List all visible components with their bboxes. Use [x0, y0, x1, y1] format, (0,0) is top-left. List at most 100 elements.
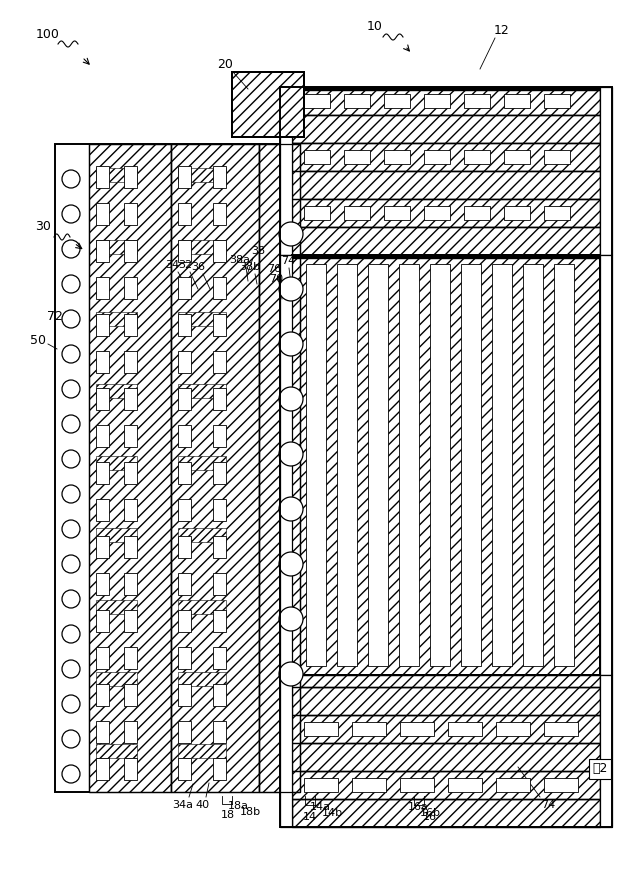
Circle shape: [279, 497, 303, 521]
Bar: [178, 166, 191, 188]
Circle shape: [62, 695, 80, 713]
Text: 20: 20: [217, 59, 233, 71]
Bar: [292, 115, 600, 143]
Circle shape: [62, 380, 80, 398]
Bar: [496, 722, 530, 736]
Bar: [492, 264, 512, 666]
Bar: [171, 144, 259, 792]
Bar: [178, 536, 191, 558]
Text: 34: 34: [165, 260, 179, 270]
Circle shape: [279, 662, 303, 686]
Bar: [464, 206, 490, 220]
Bar: [96, 758, 109, 780]
Bar: [89, 144, 171, 792]
Bar: [178, 721, 191, 743]
Bar: [600, 255, 612, 675]
Bar: [96, 314, 109, 336]
Text: 14a: 14a: [310, 802, 330, 812]
Bar: [96, 425, 109, 447]
Bar: [448, 778, 482, 792]
Text: 36: 36: [191, 262, 205, 272]
Bar: [337, 264, 357, 666]
Bar: [96, 312, 137, 326]
Bar: [124, 425, 137, 447]
Text: 18b: 18b: [239, 807, 260, 817]
Bar: [96, 351, 109, 373]
Bar: [280, 255, 292, 675]
Bar: [292, 771, 600, 799]
Bar: [178, 312, 226, 326]
Bar: [232, 72, 304, 137]
Bar: [292, 799, 600, 827]
Bar: [124, 721, 137, 743]
Bar: [213, 610, 226, 632]
Bar: [124, 351, 137, 373]
Bar: [292, 87, 600, 115]
Circle shape: [62, 415, 80, 433]
Circle shape: [279, 332, 303, 356]
Circle shape: [62, 730, 80, 748]
Circle shape: [62, 310, 80, 328]
Bar: [213, 166, 226, 188]
Bar: [292, 115, 600, 143]
Bar: [523, 264, 543, 666]
Bar: [178, 351, 191, 373]
Bar: [178, 462, 191, 484]
Text: 72: 72: [47, 309, 63, 323]
Bar: [96, 462, 109, 484]
Bar: [213, 462, 226, 484]
Bar: [259, 144, 300, 792]
Text: 10: 10: [367, 20, 383, 34]
Bar: [96, 168, 137, 182]
Bar: [178, 314, 191, 336]
Bar: [292, 143, 600, 171]
Text: 12: 12: [494, 25, 510, 37]
Bar: [504, 150, 530, 164]
Bar: [399, 264, 419, 666]
Text: 74: 74: [541, 800, 555, 810]
Bar: [304, 150, 330, 164]
Bar: [178, 684, 191, 706]
Bar: [171, 144, 259, 792]
Circle shape: [62, 590, 80, 608]
Bar: [292, 771, 600, 799]
Bar: [178, 672, 226, 686]
Bar: [424, 150, 450, 164]
Bar: [213, 314, 226, 336]
Bar: [124, 388, 137, 410]
Bar: [554, 264, 574, 666]
Bar: [280, 87, 292, 255]
Bar: [124, 647, 137, 669]
Bar: [292, 743, 600, 771]
Bar: [292, 255, 600, 259]
Bar: [292, 199, 600, 227]
Circle shape: [279, 552, 303, 576]
Bar: [352, 778, 386, 792]
Circle shape: [62, 555, 80, 573]
Bar: [292, 687, 600, 715]
Bar: [96, 684, 109, 706]
Bar: [344, 150, 370, 164]
Bar: [213, 240, 226, 262]
Bar: [213, 351, 226, 373]
Text: 70: 70: [269, 274, 283, 284]
Bar: [213, 647, 226, 669]
Circle shape: [62, 765, 80, 783]
Bar: [213, 573, 226, 595]
Bar: [544, 722, 578, 736]
Bar: [213, 277, 226, 299]
Circle shape: [62, 625, 80, 643]
Bar: [496, 778, 530, 792]
Bar: [96, 499, 109, 521]
Circle shape: [62, 170, 80, 188]
Bar: [178, 277, 191, 299]
Bar: [292, 87, 600, 91]
Bar: [304, 206, 330, 220]
Bar: [96, 203, 109, 225]
Text: 50: 50: [30, 334, 46, 348]
Bar: [461, 264, 481, 666]
Bar: [292, 227, 600, 255]
Text: 16b: 16b: [419, 808, 440, 818]
Bar: [213, 536, 226, 558]
Bar: [292, 87, 600, 115]
